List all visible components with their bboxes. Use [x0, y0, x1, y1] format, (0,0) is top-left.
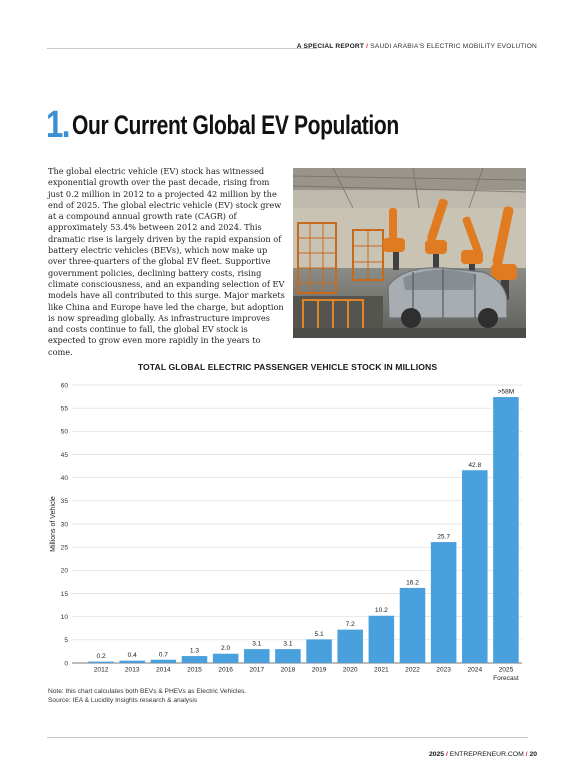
data-label: 10.2 — [375, 607, 388, 614]
x-tick-label: 2015 — [187, 667, 202, 674]
x-tick-label: 2021 — [374, 667, 389, 674]
bar — [244, 649, 270, 663]
data-label: 5.1 — [314, 631, 323, 638]
chart-note-text: Note: this chart calculates both BEVs & … — [48, 688, 247, 695]
chart-title: TOTAL GLOBAL ELECTRIC PASSENGER VEHICLE … — [137, 362, 438, 372]
bar — [462, 470, 488, 663]
factory-robots-illustration — [293, 168, 526, 338]
data-label: >58M — [498, 389, 515, 396]
footer-separator: / — [445, 751, 448, 758]
bar — [212, 653, 239, 663]
x-tick-label: 2013 — [125, 667, 140, 674]
footer-year: 2025 — [428, 751, 445, 758]
x-tick-label: 2014 — [156, 667, 171, 674]
y-tick-label: 45 — [61, 452, 69, 459]
y-tick-label: 35 — [61, 498, 69, 505]
page-title: Our Current Global EV Population — [72, 110, 400, 140]
y-tick-label: 40 — [61, 475, 69, 482]
header-section: A SPECIAL REPORT — [296, 43, 365, 50]
data-label: 16.2 — [406, 579, 419, 586]
page-footer: 2025 / ENTREPRENEUR.COM / 20 — [429, 751, 537, 758]
x-tick-label: 2016 — [218, 667, 233, 674]
data-label: 3.1 — [283, 641, 292, 648]
x-tick-label: 2024 — [467, 667, 482, 674]
y-tick-label: 20 — [61, 568, 69, 575]
factory-robots-photo — [293, 168, 526, 338]
running-header: A SPECIAL REPORT / SAUDI ARABIA'S ELECTR… — [297, 43, 537, 50]
x-tick-label: 2023 — [436, 667, 451, 674]
x-tick-label: 2012 — [94, 667, 109, 674]
x-tick-label: 2020 — [343, 667, 358, 674]
x-tick-label: 2025 — [499, 667, 514, 674]
x-tick-label: 2017 — [249, 667, 264, 674]
footer-separator-2: / — [525, 751, 528, 758]
x-tick-sublabel: Forecast — [493, 675, 519, 682]
y-tick-label: 10 — [61, 614, 69, 621]
data-label: 0.2 — [96, 653, 105, 660]
bar — [119, 660, 145, 663]
data-label: 7.2 — [346, 621, 355, 628]
x-tick-label: 2019 — [312, 667, 327, 674]
y-tick-label: 5 — [64, 637, 68, 644]
bar — [150, 659, 177, 663]
footer-site: ENTREPRENEUR.COM — [449, 751, 524, 758]
data-label: 0.7 — [159, 651, 168, 658]
footer-rule — [47, 737, 528, 738]
bar — [275, 649, 301, 663]
bar — [430, 542, 457, 663]
data-label: 1.3 — [190, 648, 199, 655]
x-tick-label: 2018 — [281, 667, 296, 674]
y-tick-label: 60 — [61, 382, 69, 389]
bar — [337, 629, 363, 663]
article-body: The global electric vehicle (EV) stock h… — [48, 166, 285, 357]
y-axis-label: Millions of Vehicle — [50, 496, 57, 552]
section-heading: 1. Our Current Global EV Population — [46, 104, 491, 146]
section-number: 1. — [46, 104, 70, 146]
chart-note: Note: this chart calculates both BEVs & … — [48, 687, 246, 705]
data-label: 3.1 — [252, 641, 261, 648]
chart-source: Source: IEA & Lucidity Insights research… — [48, 697, 198, 704]
header-separator: / — [366, 43, 369, 50]
bar — [306, 639, 332, 663]
y-tick-label: 0 — [64, 660, 68, 667]
y-tick-label: 50 — [61, 429, 69, 436]
data-label: 2.0 — [221, 645, 230, 652]
data-label: 42.8 — [468, 462, 481, 469]
bar — [181, 656, 208, 663]
bar — [493, 397, 519, 663]
bar — [399, 587, 426, 663]
y-tick-label: 55 — [61, 406, 69, 413]
header-subtitle: SAUDI ARABIA'S ELECTRIC MOBILITY EVOLUTI… — [370, 43, 537, 50]
bar — [88, 661, 114, 663]
y-tick-label: 30 — [61, 521, 69, 528]
y-tick-label: 15 — [61, 591, 69, 598]
bar — [368, 615, 395, 663]
y-tick-label: 25 — [61, 545, 69, 552]
data-label: 0.4 — [128, 652, 137, 659]
x-tick-label: 2022 — [405, 667, 420, 674]
data-label: 25.7 — [437, 534, 450, 541]
header-rule — [47, 48, 317, 49]
page-number: 20 — [529, 751, 537, 758]
